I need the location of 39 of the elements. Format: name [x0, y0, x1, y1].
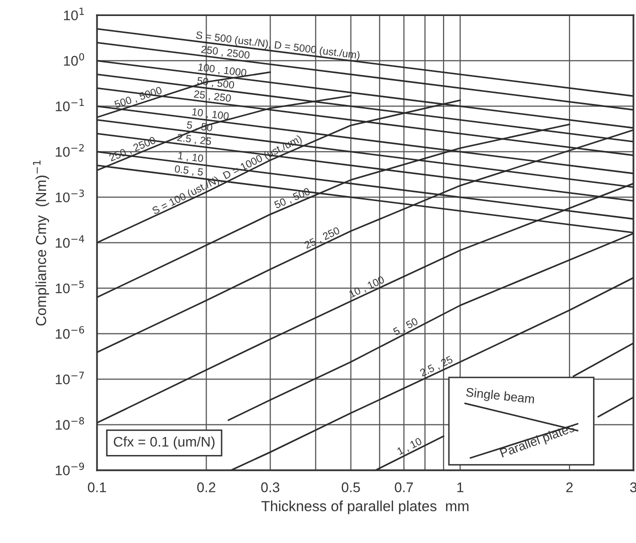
text: 5 , 50: [392, 317, 419, 337]
y-axis-title: Compliance Cmy (Nm)$^{−1}$: [33, 160, 50, 326]
x-tick-label: 0.7: [394, 482, 413, 492]
text: 250 , 2500: [200, 46, 250, 60]
y-tick-label: 10$^{−8}$: [56, 417, 84, 430]
text: 10 , 100: [192, 108, 230, 122]
text: 25 , 250: [304, 226, 341, 250]
y-tick-label: 10$^{−2}$: [56, 144, 84, 157]
y-tick-label: 10$^{−6}$: [56, 326, 84, 339]
text: 10 , 100: [348, 276, 386, 299]
y-tick-label: 10$^{−5}$: [56, 280, 84, 294]
text: 250 , 2500: [108, 136, 157, 163]
text: 0.5 , 5: [174, 165, 204, 178]
y-tick-label: 10$^{−3}$: [56, 190, 84, 202]
text: 50 , 500: [196, 76, 234, 90]
annotation: Cfx = 0.1 (um/N): [114, 436, 214, 450]
text: 50 , 500: [274, 187, 312, 210]
y-tick-label: 10$^{−1}$: [56, 98, 84, 112]
x-tick-label: 2: [566, 482, 573, 492]
text: 2.5 , 25: [419, 356, 454, 378]
annotation: Single beam: [466, 387, 535, 406]
y-tick-label: 10$^{1}$: [64, 8, 84, 20]
text: 2.5 , 25: [176, 134, 212, 146]
y-tick-label: 10$^{−7}$: [56, 372, 84, 384]
text: 500 , 5000: [114, 86, 163, 110]
text: 1 , 10: [396, 437, 423, 456]
text: 5 , 50: [186, 121, 213, 133]
x-axis-title: Thickness of parallel plates mm: [261, 500, 468, 514]
y-tick-label: 10$^{−4}$: [56, 235, 84, 248]
x-tick-label: 0.5: [342, 482, 360, 492]
text: 25 , 250: [194, 90, 232, 104]
y-tick-label: 10$^{−9}$: [56, 462, 84, 476]
text: 1 , 10: [178, 152, 204, 164]
x-tick-label: 1: [457, 482, 464, 492]
x-tick-label: 0.1: [88, 482, 106, 492]
y-tick-label: 10$^{0}$: [64, 53, 84, 66]
text: 100 , 1000: [198, 63, 247, 78]
x-tick-label: 0.2: [197, 482, 216, 492]
x-tick-label: 0.3: [261, 482, 280, 492]
